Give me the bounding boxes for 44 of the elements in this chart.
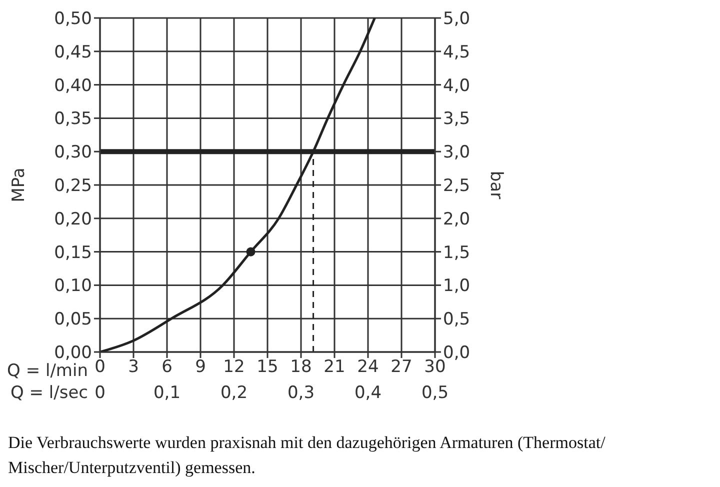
y-tick-label: 0,45 [54,42,92,62]
y-tick-label: 0,20 [54,209,92,230]
x-tick-label: 24 [357,357,379,378]
x2-axis-title: Q = l/sec [10,383,88,403]
text: Die Verbrauchswerte wurden praxisnah mit den dazugehörigen Armaturen (Thermostat/ Mischer/Unterputzventil) gemessen. [8,432,606,479]
y-tick-label: 0,05 [54,310,92,330]
y2-tick-label: 4,5 [443,42,470,62]
y2-tick-label: 3,5 [443,109,470,130]
y2-tick-label: 3,0 [443,142,470,163]
y2-axis-title: bar [486,170,506,200]
x-tick-label: 15 [256,357,278,378]
x-tick-label: 3 [128,357,139,378]
x2-tick-label: 0,5 [421,383,449,403]
x-tick-label: 21 [324,357,346,378]
x2-tick-label: 0,1 [153,383,181,403]
y2-tick-label: 1,0 [443,276,470,296]
y2-tick-label: 5,0 [443,9,470,30]
y-tick-label: 0,40 [54,76,92,96]
x-tick-label: 0 [94,357,106,378]
y2-tick-label: 0,5 [443,310,470,330]
x-axis-title: Q = l/min [7,361,88,381]
y-tick-label: 0,15 [54,242,92,263]
x-tick-label: 12 [223,357,245,378]
y2-tick-label: 2,5 [443,176,470,196]
y-tick-label: 0,10 [54,276,92,296]
y2-tick-label: 2,0 [443,209,470,230]
x2-tick-label: 0 [94,383,106,403]
y2-tick-label: 0,0 [443,343,470,364]
x-tick-label: 9 [195,357,206,378]
x2-tick-label: 0,4 [354,383,382,403]
y2-tick-label: 1,5 [443,242,470,263]
x-tick-label: 18 [290,357,312,378]
y-tick-label: 0,35 [54,109,92,130]
y-tick-label: 0,30 [54,142,92,163]
x-tick-label: 27 [390,357,412,378]
x2-tick-label: 0,2 [220,383,248,403]
y-tick-label: 0,25 [54,176,92,196]
y2-tick-label: 4,0 [443,76,470,96]
y-tick-label: 0,50 [54,9,92,30]
x2-tick-label: 0,3 [287,383,315,403]
y-axis-title: MPa [9,168,30,202]
x-tick-label: 6 [162,357,172,378]
y-tick-label: 0,00 [54,343,92,364]
x-tick-label: 30 [424,357,446,378]
